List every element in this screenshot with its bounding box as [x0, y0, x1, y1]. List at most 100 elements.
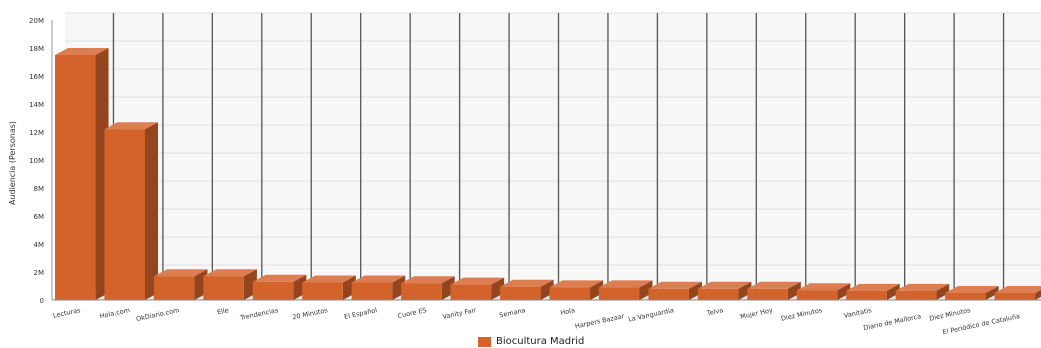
- bar-top: [895, 283, 950, 291]
- bar-front: [648, 288, 689, 300]
- bar-top: [846, 283, 900, 291]
- x-tick-label: Mujer Hoy: [740, 306, 774, 321]
- plot-area: [52, 12, 1041, 300]
- x-tick-label: Harpers Bazaar: [574, 312, 625, 330]
- x-tick-label: Diez Minutos: [929, 306, 972, 323]
- bar-front: [747, 288, 788, 300]
- x-tick-label: Trendencias: [238, 306, 279, 322]
- bar-side: [787, 281, 801, 300]
- legend-swatch: [478, 336, 491, 347]
- y-axis: 0 2M 4M 6M 8M 10M 12M 14M 16M 18M 20M: [29, 17, 53, 305]
- bar-top: [598, 280, 653, 288]
- bar: [153, 269, 208, 300]
- bar-front: [697, 288, 739, 300]
- x-tick-label: Lecturas: [52, 306, 81, 320]
- bar: [598, 280, 653, 300]
- bar-top: [153, 269, 208, 277]
- y-tick-label: 4M: [34, 241, 45, 249]
- bar-top: [401, 276, 455, 284]
- bar-top: [351, 275, 406, 283]
- bar-front: [846, 290, 887, 300]
- x-tick-label: Diario de Mallorca: [863, 312, 922, 332]
- x-tick-label: Telva: [705, 306, 724, 317]
- x-tick-label: 20 Minutos: [292, 306, 329, 321]
- y-axis-label: Audiencia (Personas): [8, 121, 17, 205]
- y-tick-label: 18M: [29, 45, 44, 53]
- x-tick-label: Cuore ES: [397, 306, 427, 320]
- bar: [55, 48, 109, 300]
- bar-front: [55, 55, 96, 300]
- x-tick-label: Hola: [560, 306, 576, 317]
- bar: [945, 286, 999, 300]
- y-tick-label: 2M: [34, 269, 45, 277]
- bar-front: [401, 283, 442, 300]
- bar-side: [639, 280, 653, 300]
- bar-side: [590, 280, 604, 300]
- bar-front: [252, 281, 294, 300]
- bar-front: [153, 276, 195, 300]
- bar-side: [738, 281, 752, 300]
- bar: [450, 277, 505, 300]
- bar-front: [351, 282, 393, 300]
- y-tick-label: 8M: [34, 185, 45, 193]
- bar: [846, 283, 900, 300]
- bar-side: [985, 286, 999, 300]
- bar-front: [598, 287, 640, 300]
- bar-side: [540, 279, 554, 300]
- bar-top: [549, 280, 604, 288]
- y-tick-label: 10M: [29, 157, 44, 165]
- legend-label: Biocultura Madrid: [496, 336, 585, 347]
- x-tick-label: OkDiario.com: [135, 306, 180, 323]
- bar-top: [203, 269, 257, 277]
- bar: [252, 274, 307, 300]
- bar-front: [796, 290, 838, 300]
- x-tick-label: Diez Minutos: [780, 306, 823, 323]
- bar-top: [302, 275, 356, 283]
- bar-front: [104, 129, 145, 300]
- x-tick-label: La Vanguardia: [627, 306, 674, 323]
- y-tick-label: 12M: [29, 129, 44, 137]
- bar-side: [688, 281, 702, 300]
- bar-top: [500, 279, 554, 287]
- bar-side: [837, 283, 851, 300]
- bar-top: [796, 283, 851, 291]
- bar-front: [549, 287, 591, 300]
- bar-side: [144, 122, 158, 300]
- bar-series: [52, 48, 1041, 301]
- bar: [500, 279, 554, 300]
- bar-top: [104, 122, 158, 130]
- bar-front: [895, 290, 937, 300]
- x-tick-label: Vanitatis: [843, 306, 873, 320]
- bar-top: [252, 274, 307, 282]
- y-tick-label: 20M: [29, 17, 44, 25]
- y-tick-label: 0: [40, 297, 44, 305]
- bar-front: [302, 282, 343, 300]
- bar-top: [697, 281, 752, 289]
- bar: [648, 281, 702, 300]
- y-tick-label: 16M: [29, 73, 44, 81]
- bar-front: [203, 276, 244, 300]
- x-axis: Lecturas Hola.com OkDiario.com Elle Trendenc…: [52, 306, 1020, 336]
- x-tick-label: El Español: [343, 306, 378, 321]
- legend: Biocultura Madrid: [478, 335, 584, 348]
- bar-side: [1035, 289, 1041, 300]
- bar: [549, 280, 604, 300]
- bar: [401, 276, 455, 300]
- bar-top: [450, 277, 505, 285]
- bar: [895, 283, 950, 300]
- bar-side: [886, 283, 900, 300]
- bar-front: [450, 284, 492, 300]
- x-tick-label: Hola.com: [99, 306, 131, 320]
- bar-top: [55, 48, 109, 55]
- y-tick-label: 14M: [29, 101, 44, 109]
- bar: [302, 275, 356, 300]
- bar-front: [500, 286, 541, 300]
- bar-front: [945, 293, 986, 300]
- y-tick-label: 6M: [34, 213, 45, 221]
- bar-top: [747, 281, 801, 289]
- bar: [351, 275, 406, 300]
- bar: [104, 122, 158, 300]
- bar-top: [648, 281, 702, 289]
- bar-top: [945, 286, 999, 293]
